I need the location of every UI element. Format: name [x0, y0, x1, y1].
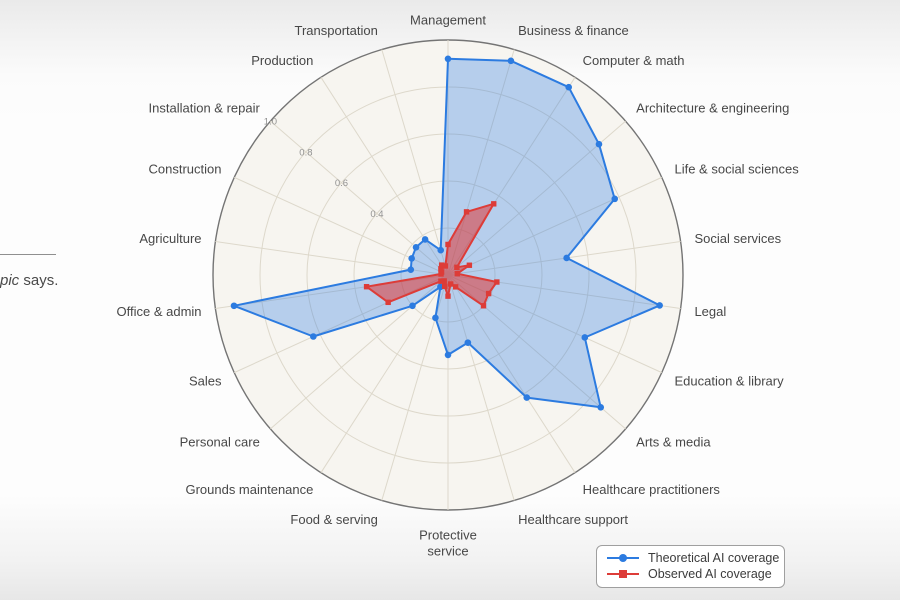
series-marker-theoretical-ai-coverage	[421, 236, 429, 243]
series-marker-theoretical-ai-coverage	[565, 83, 572, 91]
series-marker-theoretical-ai-coverage	[656, 302, 663, 309]
legend-label-observed: Observed AI coverage	[648, 567, 772, 581]
axis-label-business-finance: Business & finance	[518, 23, 629, 38]
series-marker-theoretical-ai-coverage	[412, 243, 420, 251]
series-marker-observed-ai-coverage	[452, 284, 459, 290]
series-marker-theoretical-ai-coverage	[444, 351, 452, 359]
axis-label-healthcare-practitioners: Healthcare practitioners	[583, 482, 721, 497]
radar-spoke	[447, 274, 576, 473]
chart-legend: Theoretical AI coverage Observed AI cove…	[596, 545, 785, 588]
series-marker-theoretical-ai-coverage	[581, 334, 589, 341]
series-marker-observed-ai-coverage	[438, 262, 445, 268]
axis-label-personal-care: Personal care	[180, 434, 260, 449]
series-marker-theoretical-ai-coverage	[597, 404, 605, 411]
series-marker-observed-ai-coverage	[441, 283, 448, 289]
axis-label-protective-service: Protective service	[419, 527, 477, 558]
radar-spoke	[447, 176, 662, 276]
legend-line-circle-icon	[607, 554, 639, 562]
radial-tick-label: 0.4	[370, 209, 383, 220]
series-marker-theoretical-ai-coverage	[611, 195, 619, 203]
series-marker-observed-ai-coverage	[445, 293, 451, 299]
axis-label-installation-repair: Installation & repair	[149, 101, 261, 116]
series-marker-observed-ai-coverage	[447, 281, 454, 287]
legend-item-observed: Observed AI coverage	[605, 567, 774, 581]
series-marker-observed-ai-coverage	[463, 209, 470, 215]
axis-label-social-services: Social services	[694, 231, 781, 246]
legend-label-theoretical: Theoretical AI coverage	[648, 551, 780, 565]
legend-line-square-icon	[607, 570, 639, 578]
axis-label-sales: Sales	[189, 373, 222, 388]
series-marker-observed-ai-coverage	[438, 266, 444, 272]
axis-label-production: Production	[251, 53, 313, 68]
series-marker-theoretical-ai-coverage	[507, 57, 515, 65]
series-marker-observed-ai-coverage	[480, 303, 487, 309]
series-marker-theoretical-ai-coverage	[444, 55, 452, 63]
axis-label-legal: Legal	[694, 304, 726, 319]
series-marker-observed-ai-coverage	[454, 264, 460, 271]
axis-label-grounds-maintenance: Grounds maintenance	[185, 482, 313, 497]
series-marker-observed-ai-coverage	[363, 284, 370, 290]
series-marker-observed-ai-coverage	[445, 241, 451, 248]
axis-label-food-serving: Food & serving	[290, 512, 377, 527]
axis-label-life-social-sciences: Life & social sciences	[674, 162, 799, 177]
axis-label-office-admin: Office & admin	[117, 304, 202, 319]
series-marker-theoretical-ai-coverage	[409, 302, 416, 310]
radial-tick-label: 1.0	[264, 117, 277, 128]
legend-item-theoretical: Theoretical AI coverage	[605, 551, 779, 565]
series-marker-observed-ai-coverage	[441, 278, 447, 284]
cutoff-italic-text: pic	[0, 272, 20, 289]
axis-label-computer-math: Computer & math	[583, 53, 685, 68]
series-marker-theoretical-ai-coverage	[464, 339, 472, 346]
series-marker-theoretical-ai-coverage	[437, 246, 445, 254]
series-marker-observed-ai-coverage	[438, 278, 444, 284]
series-marker-theoretical-ai-coverage	[595, 140, 603, 148]
radial-tick-label: 0.6	[335, 178, 348, 189]
radar-spoke	[447, 274, 515, 501]
axis-label-management: Management	[410, 13, 486, 28]
radial-tick-label: 0.8	[299, 147, 312, 158]
left-text-fragment: pic says.	[0, 254, 160, 291]
radar-spoke	[447, 120, 626, 276]
series-marker-observed-ai-coverage	[466, 262, 473, 268]
series-marker-observed-ai-coverage	[491, 201, 497, 207]
cutoff-paragraph: pic says.	[0, 271, 160, 291]
series-marker-theoretical-ai-coverage	[407, 266, 415, 273]
series-marker-theoretical-ai-coverage	[432, 314, 439, 322]
radar-spoke	[320, 274, 449, 473]
series-marker-theoretical-ai-coverage	[310, 333, 317, 340]
series-marker-theoretical-ai-coverage	[408, 255, 415, 262]
series-marker-observed-ai-coverage	[494, 279, 500, 285]
left-divider	[0, 254, 56, 255]
axis-label-construction: Construction	[149, 162, 222, 177]
series-marker-observed-ai-coverage	[442, 263, 449, 269]
series-marker-observed-ai-coverage	[485, 290, 492, 297]
radar-spoke	[381, 49, 449, 276]
series-marker-observed-ai-coverage	[385, 299, 391, 306]
series-marker-theoretical-ai-coverage	[523, 394, 531, 401]
axis-label-transportation: Transportation	[295, 23, 378, 38]
series-marker-theoretical-ai-coverage	[563, 254, 570, 262]
axis-label-education-library: Education & library	[674, 373, 784, 388]
series-marker-observed-ai-coverage	[454, 270, 461, 277]
axis-label-arts-media: Arts & media	[636, 434, 711, 449]
axis-label-agriculture: Agriculture	[139, 231, 201, 246]
cutoff-regular-text: says.	[19, 272, 59, 289]
axis-label-healthcare-support: Healthcare support	[518, 512, 628, 527]
axis-label-architecture-engineering: Architecture & engineering	[636, 101, 789, 116]
series-marker-observed-ai-coverage	[438, 269, 445, 275]
series-marker-theoretical-ai-coverage	[230, 302, 238, 310]
